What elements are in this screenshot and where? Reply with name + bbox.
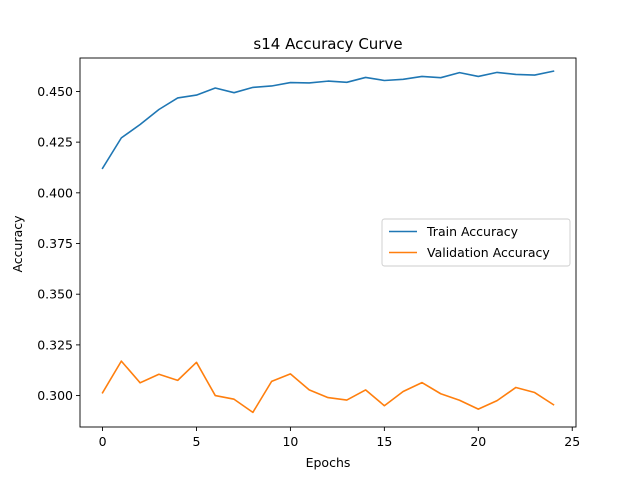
x-tick-label: 25: [564, 434, 580, 449]
plot-area: 0 5 10 15 20 25 0.300 0.325 0.350 0.375 0.400 0.425…: [37, 57, 580, 449]
y-tick-label: 0.325: [37, 337, 73, 352]
legend-label: Train Accuracy: [426, 224, 519, 239]
y-tick-label: 0.300: [37, 388, 73, 403]
x-tick-label: 5: [193, 434, 201, 449]
legend-label: Validation Accuracy: [427, 245, 550, 260]
x-tick-label: 20: [470, 434, 486, 449]
legend: Train Accuracy Validation Accuracy: [381, 218, 571, 267]
x-tick-label: 10: [282, 434, 298, 449]
y-tick-label: 0.400: [37, 185, 73, 200]
y-tick-label: 0.375: [37, 236, 73, 251]
y-axis-title: Accuracy: [10, 215, 25, 273]
y-tick-label: 0.450: [37, 84, 73, 99]
legend-box: [381, 218, 571, 267]
chart-title: s14 Accuracy Curve: [253, 35, 402, 53]
series-line-train-accuracy: [101, 70, 555, 170]
y-tick-label: 0.350: [37, 287, 73, 302]
axes-frame: [79, 57, 577, 428]
series-line-validation-accuracy: [101, 360, 555, 414]
x-axis-title: Epochs: [306, 455, 351, 470]
x-tick-label: 15: [376, 434, 392, 449]
y-tick-label: 0.425: [37, 135, 73, 150]
x-tick-label: 0: [99, 434, 107, 449]
